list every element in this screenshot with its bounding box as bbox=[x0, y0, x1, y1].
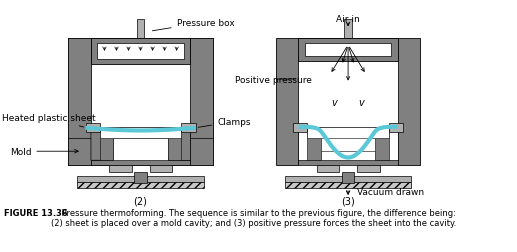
Bar bbox=[293, 124, 308, 133]
Polygon shape bbox=[168, 129, 190, 161]
Text: Clamps: Clamps bbox=[199, 117, 251, 128]
Polygon shape bbox=[276, 39, 420, 165]
Text: v: v bbox=[332, 97, 338, 107]
Text: Pressure box: Pressure box bbox=[153, 19, 234, 32]
Polygon shape bbox=[114, 138, 168, 161]
Text: Positive pressure: Positive pressure bbox=[235, 75, 312, 84]
Bar bbox=[298, 127, 398, 132]
Bar bbox=[109, 165, 131, 172]
Bar bbox=[389, 124, 403, 133]
Text: Mold: Mold bbox=[10, 147, 78, 156]
Bar bbox=[298, 57, 398, 127]
Bar bbox=[91, 129, 190, 165]
Bar bbox=[321, 152, 375, 161]
Bar bbox=[91, 57, 190, 127]
Bar bbox=[78, 182, 204, 188]
Bar bbox=[137, 19, 144, 39]
Polygon shape bbox=[68, 39, 212, 165]
Bar bbox=[78, 177, 204, 182]
Text: FIGURE 13.36: FIGURE 13.36 bbox=[4, 208, 68, 217]
Bar bbox=[285, 182, 411, 188]
Bar bbox=[100, 127, 181, 138]
Bar bbox=[68, 138, 212, 165]
Bar bbox=[298, 161, 398, 165]
Polygon shape bbox=[168, 127, 181, 161]
Bar bbox=[321, 127, 375, 161]
Bar bbox=[298, 39, 398, 62]
Bar bbox=[181, 124, 195, 133]
Text: Pressure thermoforming. The sequence is similar to the previous figure, the diff: Pressure thermoforming. The sequence is … bbox=[51, 208, 457, 228]
Bar bbox=[91, 57, 190, 129]
Bar bbox=[91, 39, 190, 65]
Bar bbox=[285, 177, 411, 182]
Text: Heated plastic sheet: Heated plastic sheet bbox=[3, 114, 96, 128]
Polygon shape bbox=[91, 129, 114, 161]
Bar bbox=[91, 161, 190, 165]
Bar bbox=[149, 165, 172, 172]
Polygon shape bbox=[375, 127, 389, 161]
Text: v: v bbox=[359, 97, 364, 107]
Bar bbox=[342, 172, 354, 183]
Bar bbox=[68, 39, 212, 165]
Bar bbox=[85, 124, 100, 133]
Bar bbox=[305, 44, 391, 57]
Text: Air in: Air in bbox=[336, 15, 360, 24]
Text: (2): (2) bbox=[133, 196, 147, 206]
Polygon shape bbox=[100, 127, 181, 161]
Bar bbox=[190, 39, 212, 165]
Polygon shape bbox=[100, 127, 114, 161]
Bar bbox=[91, 57, 190, 138]
Bar bbox=[134, 172, 147, 183]
Polygon shape bbox=[104, 129, 177, 161]
Bar bbox=[344, 19, 352, 39]
Polygon shape bbox=[96, 129, 186, 161]
Text: (3): (3) bbox=[341, 196, 355, 206]
Text: Vacuum drawn: Vacuum drawn bbox=[357, 187, 424, 197]
Bar bbox=[97, 44, 184, 60]
Polygon shape bbox=[308, 127, 321, 161]
Bar bbox=[308, 127, 389, 138]
Bar bbox=[91, 39, 190, 57]
Bar bbox=[68, 39, 91, 165]
Bar bbox=[357, 165, 379, 172]
Polygon shape bbox=[104, 129, 177, 161]
Bar bbox=[316, 165, 339, 172]
